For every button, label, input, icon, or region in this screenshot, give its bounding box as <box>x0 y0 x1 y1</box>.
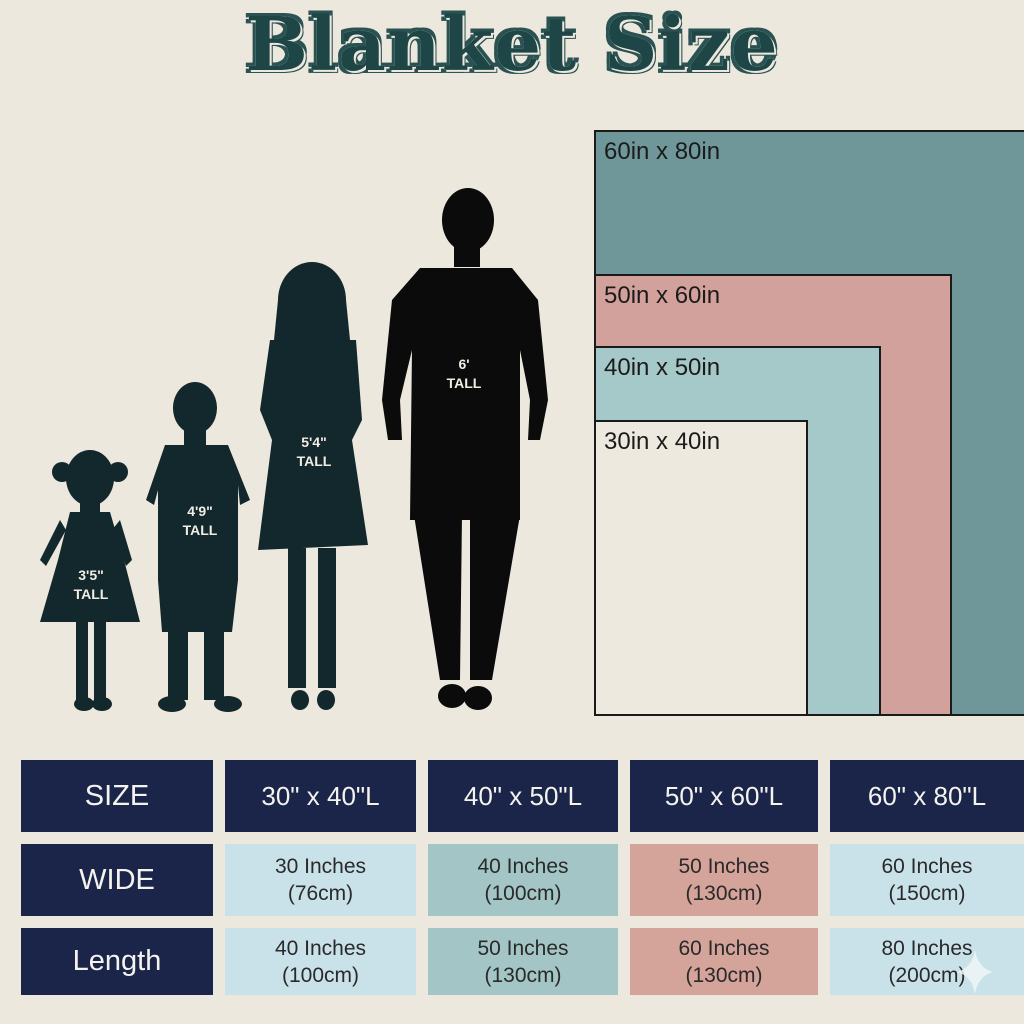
length-cell: 40 Inches (100cm) <box>225 928 416 995</box>
woman-height-label: 5'4" TALL <box>279 433 349 471</box>
inches: 40 Inches <box>477 855 569 878</box>
length-cell: 80 Inches (200cm) <box>830 928 1024 995</box>
girl-height-label: 3'5" TALL <box>56 566 126 604</box>
height-unit: TALL <box>182 522 218 538</box>
length-cell: 50 Inches (130cm) <box>428 928 618 995</box>
height-value: 3'5" <box>78 567 104 583</box>
blanket-label: 40in x 50in <box>604 354 721 381</box>
wide-cell: 30 Inches (76cm) <box>225 844 416 916</box>
size-header: 60" x 80"L <box>830 760 1024 832</box>
wide-cell: 60 Inches (150cm) <box>830 844 1024 916</box>
inches: 50 Inches <box>477 936 569 960</box>
size-header: 30" x 40"L <box>225 760 416 832</box>
cm: (150cm) <box>888 882 966 905</box>
blanket-label: 60in x 80in <box>604 138 721 165</box>
woman-silhouette <box>258 262 368 710</box>
size-header: 40" x 50"L <box>428 760 618 832</box>
inches: 60 Inches <box>678 936 770 960</box>
height-unit: TALL <box>446 375 482 391</box>
blanket-label: 30in x 40in <box>604 428 721 455</box>
wide-cell: 50 Inches (130cm) <box>630 844 818 916</box>
cm: (100cm) <box>281 963 360 987</box>
man-silhouette <box>382 188 548 710</box>
cm: (100cm) <box>484 882 562 905</box>
length-cell: 60 Inches (130cm) <box>630 928 818 995</box>
row-header-length: Length <box>21 928 213 995</box>
cm: (130cm) <box>685 963 763 987</box>
cm: (130cm) <box>685 882 763 905</box>
boy-height-label: 4'9" TALL <box>165 502 235 540</box>
height-value: 4'9" <box>187 503 213 519</box>
page-title: Blanket Size <box>245 2 779 88</box>
wide-cell: 40 Inches (100cm) <box>428 844 618 916</box>
cm: (130cm) <box>484 963 562 987</box>
sparkle-icon <box>957 950 993 994</box>
cm: (76cm) <box>287 882 354 905</box>
inches: 60 Inches <box>881 855 973 878</box>
inches: 40 Inches <box>274 936 367 960</box>
inches: 50 Inches <box>678 855 770 878</box>
row-header-size: SIZE <box>21 760 213 832</box>
boy-silhouette <box>146 382 250 712</box>
height-value: 5'4" <box>301 434 327 450</box>
girl-silhouette <box>40 450 140 711</box>
cm: (200cm) <box>888 963 966 987</box>
height-value: 6' <box>458 356 470 372</box>
blanket-label: 50in x 60in <box>604 282 721 309</box>
height-unit: TALL <box>73 586 109 602</box>
size-header: 50" x 60"L <box>630 760 818 832</box>
man-height-label: 6' TALL <box>429 355 499 393</box>
height-unit: TALL <box>296 453 332 469</box>
inches: 80 Inches <box>881 936 973 960</box>
inches: 30 Inches <box>274 855 367 878</box>
blanket-30x40: 30in x 40in <box>594 420 808 716</box>
row-header-wide: WIDE <box>21 844 213 916</box>
height-silhouettes <box>40 188 548 712</box>
